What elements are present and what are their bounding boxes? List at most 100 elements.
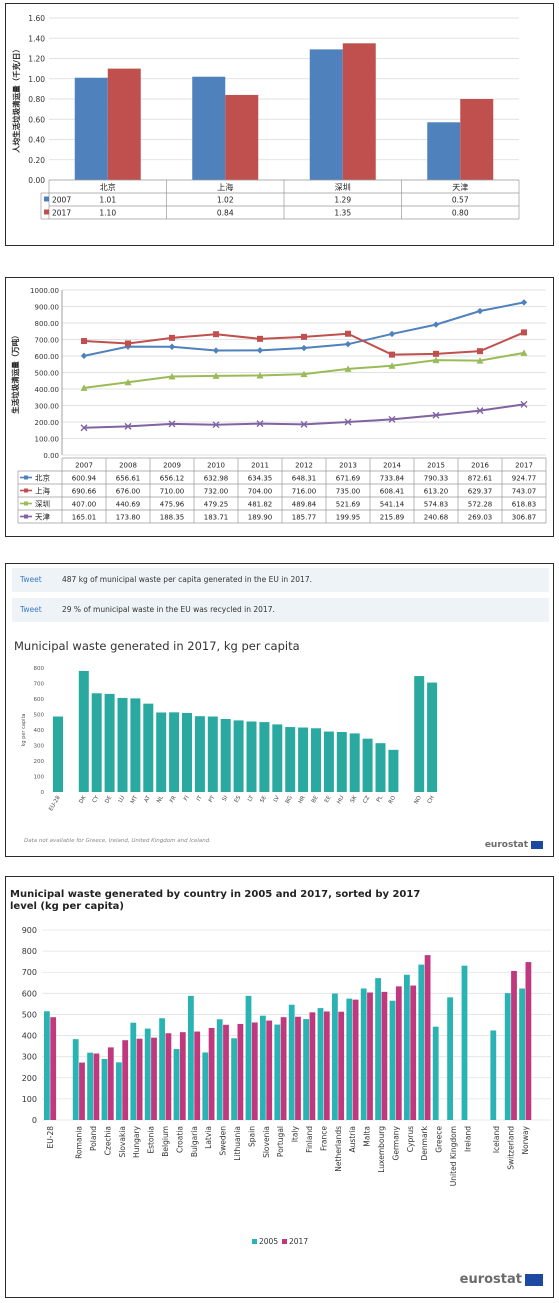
data-point [256, 347, 264, 354]
data-label: 521.69 [336, 501, 361, 509]
data-point [257, 335, 263, 342]
y-tick-label: 0.00 [28, 176, 45, 185]
data-point [256, 420, 264, 428]
data-point [300, 344, 308, 352]
x-tick-label: FR [169, 795, 178, 804]
x-tick-label: Spain [247, 1126, 256, 1147]
data-point [476, 307, 484, 315]
data-label: 240.68 [424, 514, 449, 522]
x-tick-label: Malta [363, 1126, 372, 1147]
data-point [300, 370, 308, 378]
bar-2005 [72, 1039, 79, 1120]
bar-2005 [231, 1038, 237, 1120]
data-point [168, 343, 176, 350]
data-label: 608.41 [380, 488, 405, 496]
x-tick-label: Iceland [492, 1126, 501, 1153]
bar-2007 [309, 49, 343, 181]
legend-marker [24, 501, 28, 506]
tweet-row-1[interactable]: Tweet 487 kg of municipal waste per capi… [12, 568, 549, 592]
x-tick-label: IT [196, 794, 204, 802]
bar-2005 [490, 1030, 497, 1120]
data-label: 733.84 [380, 475, 405, 483]
bar-2017 [79, 1062, 85, 1120]
y-tick-label: 700.00 [35, 337, 60, 345]
bar-2017 [93, 1053, 100, 1120]
legend-marker [24, 514, 28, 519]
x-tick-label: SE [259, 795, 268, 804]
data-point [388, 330, 396, 338]
data-label: 790.33 [424, 475, 449, 483]
legend-marker [24, 475, 28, 480]
x-tick-label: United Kingdom [449, 1126, 458, 1186]
bar [194, 716, 205, 792]
chart-title: Municipal waste generated by country in … [10, 889, 420, 900]
x-tick-label: BE [311, 795, 320, 805]
y-tick-label: 1.00 [28, 75, 45, 84]
data-point [477, 348, 483, 355]
tweet-row-2[interactable]: Tweet 29 % of municipal waste in the EU … [12, 598, 549, 622]
data-point [520, 349, 528, 356]
series-line-深圳 [83, 351, 525, 389]
y-tick-label: 300.00 [35, 403, 60, 411]
bar-2005 [260, 1015, 266, 1120]
data-label: 188.35 [160, 514, 185, 522]
y-axis-label: 人均生活垃圾清运量（千克/日） [11, 45, 21, 153]
legend-swatch [252, 1239, 257, 1244]
y-tick-label: 200 [34, 759, 45, 765]
legend-label: 天津 [35, 513, 50, 522]
eurostat-logo: eurostat [485, 840, 543, 850]
bar [156, 712, 167, 792]
bar-2017 [352, 999, 359, 1120]
data-label: 440.69 [116, 501, 141, 509]
bar-2017 [165, 1033, 172, 1120]
y-tick-label: 800 [22, 947, 37, 956]
category-label: 2012 [295, 462, 313, 470]
bar-2005 [188, 995, 194, 1120]
y-tick-label: 500.00 [35, 370, 60, 378]
bar-2017 [309, 1012, 316, 1120]
x-tick-label: PT [208, 794, 217, 803]
data-label: 541.14 [380, 501, 405, 509]
bar-2007 [74, 77, 108, 180]
data-point [125, 340, 131, 347]
bar-2017 [122, 1040, 129, 1120]
bar-2005 [274, 1024, 281, 1120]
data-point [168, 372, 176, 380]
bar-2005 [116, 1062, 122, 1120]
x-tick-label: Greece [435, 1126, 444, 1153]
bar-2017 [107, 1047, 114, 1120]
bar-2017 [225, 94, 259, 180]
tweet-link[interactable]: Tweet [20, 605, 42, 614]
bar [53, 716, 63, 792]
bar-2005 [389, 1000, 396, 1120]
x-tick-label: Austria [348, 1126, 357, 1153]
bar [375, 743, 386, 792]
bar-2017 [237, 1023, 244, 1120]
x-tick-label: Croatia [175, 1126, 184, 1153]
x-tick-label: Germany [391, 1125, 400, 1160]
bar-2017 [424, 955, 431, 1120]
data-point [344, 365, 352, 372]
y-tick-label: 200 [22, 1074, 37, 1083]
tweet-link[interactable]: Tweet [20, 575, 42, 584]
bar-2005 [504, 993, 511, 1120]
eurostat-2005-2017-panel: Municipal waste generated by country in … [5, 876, 554, 1298]
beijing-bar-chart-panel: 0.00 0.20 0.40 0.60 0.80 1.00 1.20 1.40 1.60 人均生活… [5, 3, 554, 246]
y-tick-label: 800.00 [35, 320, 60, 328]
data-label: 183.71 [204, 514, 229, 522]
bar-2005 [144, 1028, 151, 1120]
legend-swatch [44, 196, 49, 202]
x-tick-label: CH [427, 795, 436, 805]
category-label: 2010 [207, 462, 225, 470]
x-tick-label: PL [376, 794, 385, 803]
y-tick-label: 100.00 [35, 436, 60, 444]
data-point [300, 420, 308, 428]
data-label: 735.00 [336, 488, 361, 496]
data-point [432, 321, 440, 328]
data-label: 1.35 [334, 209, 351, 218]
category-label: 北京 [100, 182, 116, 192]
legend-label: 深圳 [35, 499, 50, 509]
bar [169, 712, 180, 792]
data-label: 1.01 [99, 196, 116, 205]
eurostat-comparison-bar-chart: Municipal waste generated by country in … [10, 889, 551, 1246]
